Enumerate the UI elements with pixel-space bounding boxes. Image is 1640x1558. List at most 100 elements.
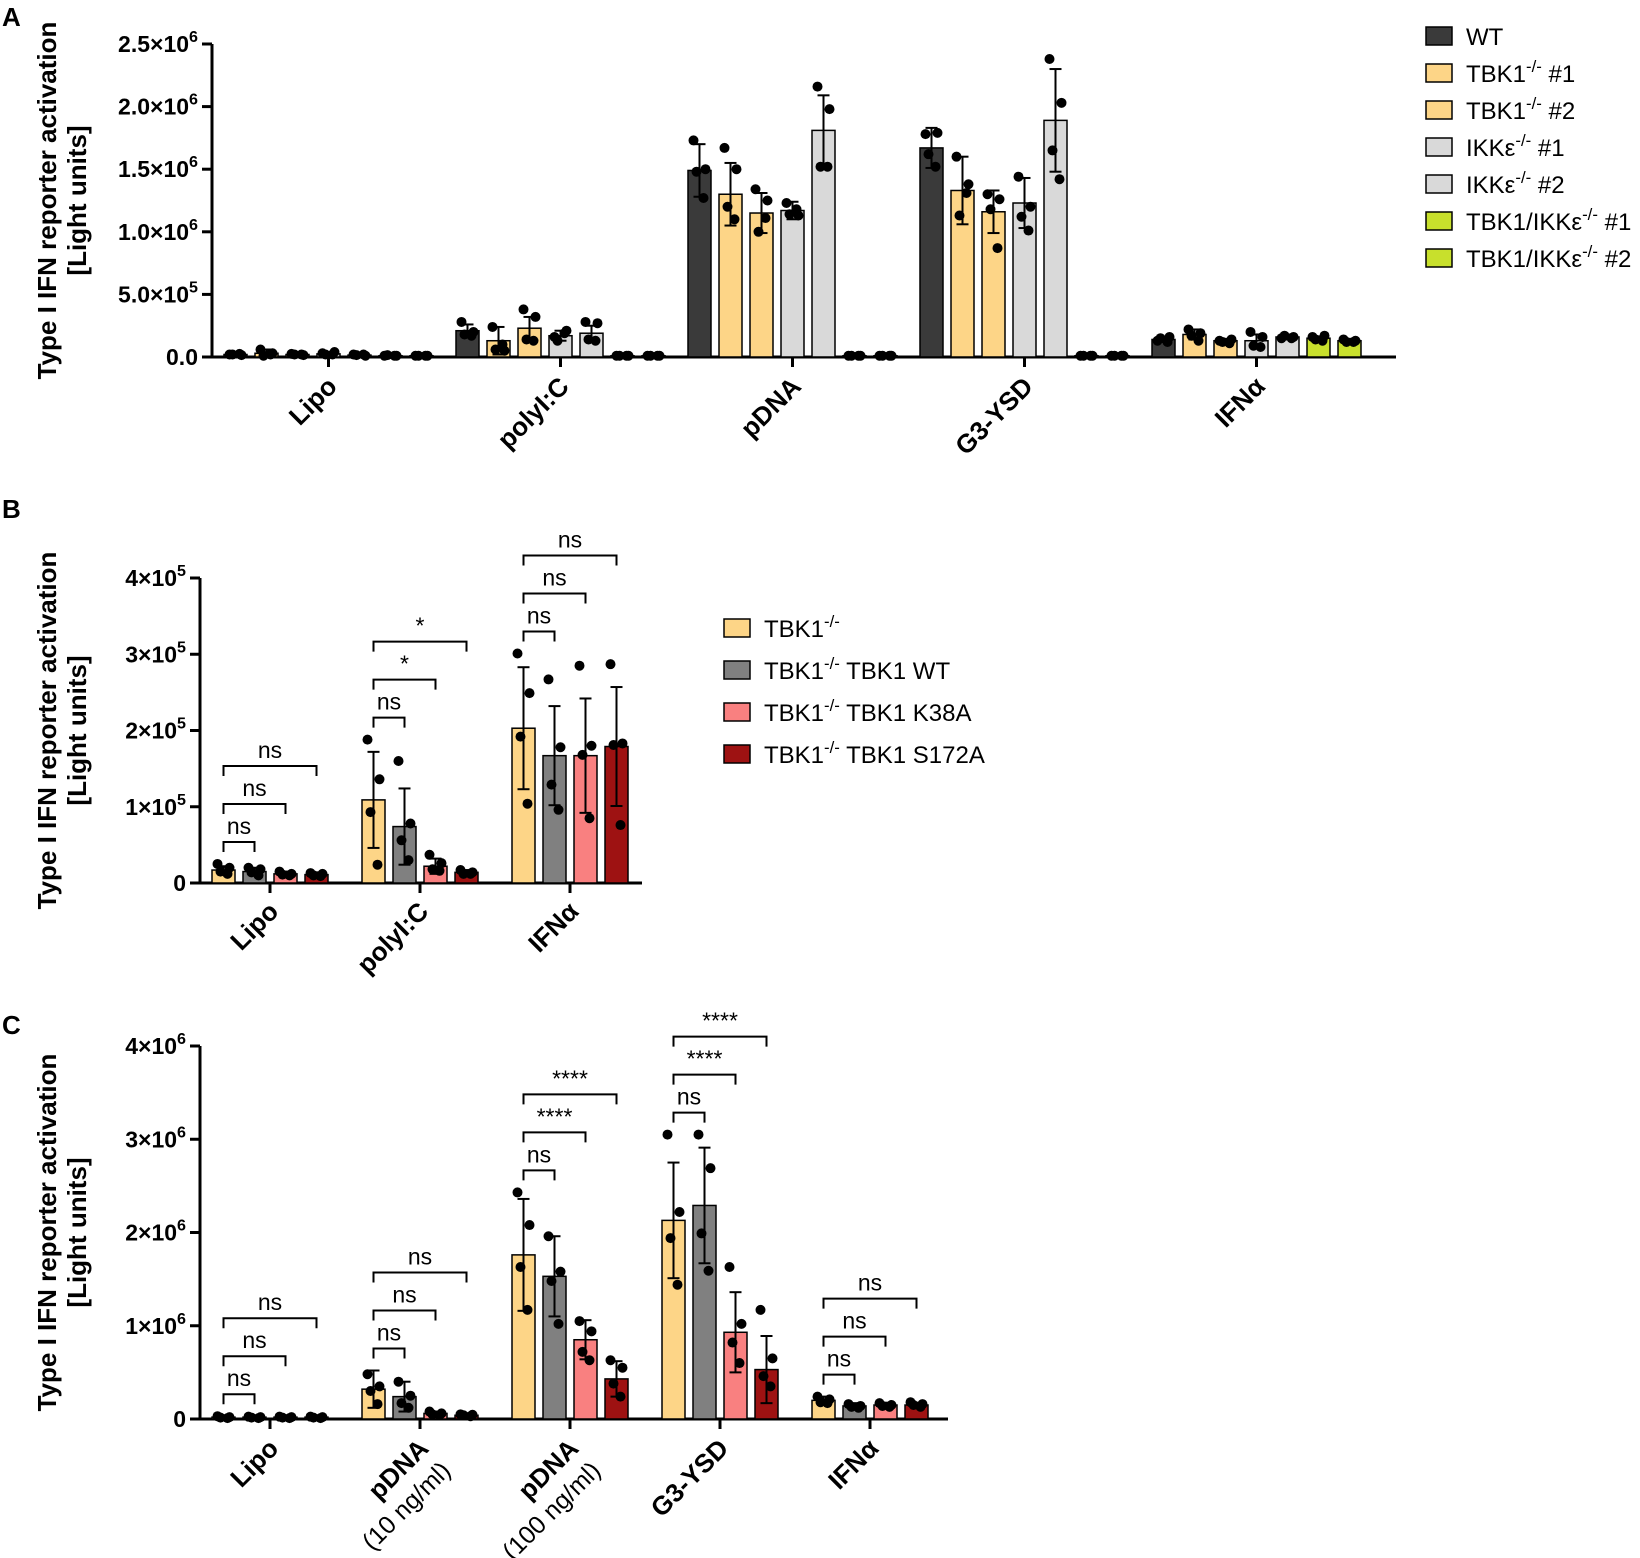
data-point [577,1346,588,1357]
data-point [362,1369,373,1380]
significance-bracket: ns [522,602,556,642]
data-point [465,1411,476,1422]
legend-label: TBK1-/- TBK1 WT [764,654,950,685]
data-point [358,349,369,360]
y-tick-label: 1.0×106 [118,216,198,245]
data-point [724,1262,735,1273]
legend-swatch [1425,174,1453,194]
category-group [511,648,629,884]
data-point [652,350,663,361]
data-point [389,350,400,361]
data-point [1195,328,1206,339]
legend-swatch [723,660,751,680]
data-point [374,1381,385,1392]
data-point [362,734,373,745]
panel-b: B 0 1×105 2×105 3×105 4×105 Type I IFN report… [2,494,985,980]
data-point [963,179,974,190]
data-point [315,1413,326,1424]
legend-swatch [1425,211,1453,231]
y-tick-label: 3×106 [125,1123,186,1152]
panel-b-plot: 0 1×105 2×105 3×105 4×105 Type I IFN reporter… [32,526,985,979]
legend-swatch [1425,100,1453,120]
y-axis-title: Type I IFN reporter activation [32,22,62,380]
bracket-line [222,840,256,852]
data-point [512,648,523,659]
significance-bracket: ns [522,564,587,604]
data-point [497,339,508,350]
data-point [405,818,416,829]
data-point [920,129,931,140]
data-point [1056,97,1067,108]
legend-swatch [1425,26,1453,46]
data-point [615,820,626,831]
data-point [315,871,326,882]
data-point [296,349,307,360]
legend-swatch [723,744,751,764]
data-point [853,350,864,361]
data-point [930,161,941,172]
significance-label: ns [258,737,282,763]
y-tick-label: 2.5×106 [118,28,198,57]
bracket-line [522,554,618,566]
data-point [524,688,535,699]
significance-label: ns [527,602,551,628]
significance-label: ns [377,689,401,715]
bracket-line [222,1317,318,1329]
significance-bracket: ns [372,1282,437,1321]
data-point [586,740,597,751]
category-label: IFNα [522,896,584,958]
data-point [543,674,554,685]
data-point [1116,350,1127,361]
data-point [456,316,467,327]
category-label: Lipo [283,371,343,431]
data-point [518,304,529,315]
significance-bracket: ns [672,1084,706,1123]
significance-bracket: ns [222,1327,287,1367]
panel-letter-a: A [2,2,21,32]
data-point [574,660,585,671]
bracket-line [822,1297,918,1309]
significance-label: ns [377,1320,401,1346]
significance-label: ns [558,526,582,552]
data-point [884,1401,895,1412]
data-point [665,1233,676,1244]
data-point [555,1266,566,1277]
data-point [413,350,424,361]
data-point [253,1413,264,1424]
data-point [1257,331,1268,342]
bracket-line [372,1347,406,1359]
data-point [781,198,792,209]
legend-label: IKKε-/- #2 [1466,168,1565,199]
data-point [674,1206,685,1217]
significance-bracket: * [372,613,468,652]
data-point [584,1355,595,1366]
data-point [812,81,823,92]
data-point [1013,171,1024,182]
significance-bracket: ns [372,1244,468,1283]
data-point [374,774,385,785]
data-point [755,1304,766,1315]
data-point [465,868,476,879]
category-label: polyI:C [351,896,435,980]
data-point [530,311,541,322]
legend-label: TBK1-/- TBK1 S172A [764,738,985,769]
data-point [284,870,295,881]
data-point [458,868,469,879]
panel-a-plot: 0.0 5.0×105 1.0×106 1.5×106 2.0×106 2.5×106 Ty… [32,22,1631,461]
legend: TBK1-/- TBK1-/- TBK1 WT TBK1-/- TBK1 K38A T… [723,612,985,769]
data-point [365,1386,376,1397]
data-point [698,192,709,203]
data-point [932,127,943,138]
significance-label: **** [687,1046,723,1072]
panel-letter-c: C [2,1010,21,1040]
data-point [1025,201,1036,212]
bracket-line [372,716,406,728]
data-point [696,1228,707,1239]
category-label: G3-YSD [949,371,1039,461]
data-point [234,348,245,359]
legend-swatch [723,702,751,722]
data-point [722,201,733,212]
data-point [727,1337,738,1348]
data-point [605,659,616,670]
data-point [961,187,972,198]
